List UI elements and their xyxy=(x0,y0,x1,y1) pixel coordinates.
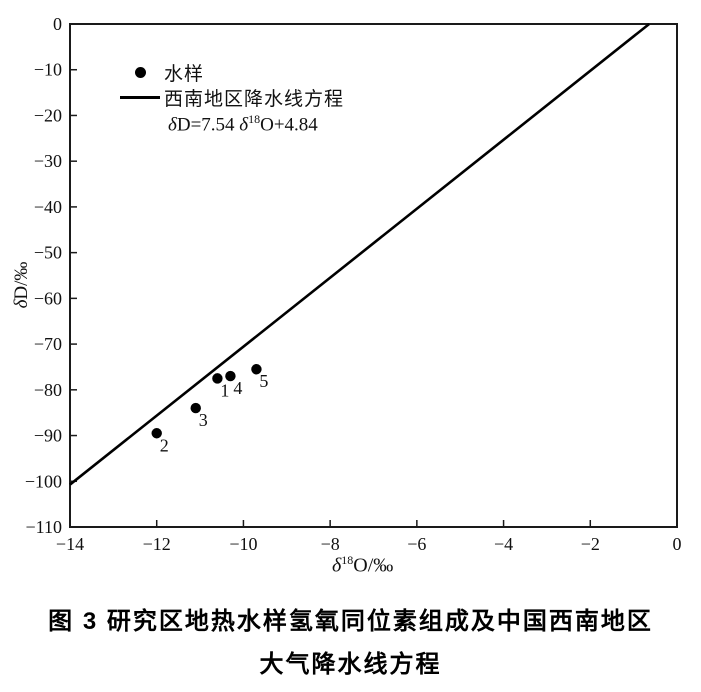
data-point-label: 3 xyxy=(199,410,208,430)
plot-frame xyxy=(69,23,678,528)
data-point-label: 4 xyxy=(233,378,242,398)
y-tick-label: −50 xyxy=(34,243,62,263)
data-point-label: 1 xyxy=(220,380,229,400)
legend-row-line: 西南地区降水线方程 xyxy=(116,85,344,110)
caption-line-1: 图 3 研究区地热水样氢氧同位素组成及中国西南地区 xyxy=(48,608,653,635)
y-tick-label: −20 xyxy=(34,105,62,125)
legend-marker-cell xyxy=(116,96,164,99)
caption-line-2: 大气降水线方程 xyxy=(259,651,442,678)
data-point xyxy=(251,364,262,375)
data-point xyxy=(225,370,236,382)
chart-area: −14 −12 −10 −8 −6 −4 −2 0 0 −10 −20 −30 −40 −50 −60 −70… xyxy=(11,14,682,578)
y-tick-label: −90 xyxy=(34,426,62,446)
data-point xyxy=(151,428,162,439)
y-tick-label: −70 xyxy=(34,334,62,354)
data-point xyxy=(190,402,201,414)
legend-label-sample: 水样 xyxy=(164,64,205,85)
y-tick-label: −80 xyxy=(34,380,62,400)
legend-row-sample: 水样 xyxy=(116,60,344,85)
delta-symbol: δ xyxy=(332,554,342,577)
precipitation-line xyxy=(69,22,650,486)
y-tick-label: −40 xyxy=(34,197,62,217)
x-tick-label: −12 xyxy=(143,534,171,554)
x-tick-label: 0 xyxy=(673,534,682,554)
x-axis-superscript: 18 xyxy=(341,553,354,567)
data-point xyxy=(212,373,223,384)
x-tick-label: −6 xyxy=(407,534,426,554)
legend: 水样 西南地区降水线方程 δD=7.54 δ18O+4.84 xyxy=(116,60,344,136)
x-tick-label: −14 xyxy=(56,534,84,554)
y-tick-label: −60 xyxy=(34,288,62,308)
equation-superscript: 18 xyxy=(248,112,261,126)
x-tick-label: −8 xyxy=(321,534,340,554)
legend-label-line: 西南地区降水线方程 xyxy=(164,89,345,110)
scatter-plot: −14 −12 −10 −8 −6 −4 −2 00−10−20−30−40−50−60−70… xyxy=(25,14,682,554)
y-tick-label: −10 xyxy=(34,60,62,80)
sample-dot-icon xyxy=(134,67,146,78)
x-axis-title: δ18O/‰ xyxy=(332,553,393,578)
delta-symbol: δ xyxy=(11,299,32,309)
data-point-label: 5 xyxy=(259,371,268,391)
x-tick-label: −10 xyxy=(229,534,257,554)
y-tick-label: 0 xyxy=(53,14,62,34)
x-tick-label: −4 xyxy=(494,534,513,554)
legend-equation: δD=7.54 δ18O+4.84 xyxy=(168,112,344,136)
y-tick-label: −110 xyxy=(26,517,62,537)
y-axis-title-text: D/‰ xyxy=(11,261,32,300)
legend-marker-cell xyxy=(116,67,164,78)
equation-text: D=7.54 xyxy=(176,114,240,136)
equation-text: O+4.84 xyxy=(260,114,318,136)
line-swatch-icon xyxy=(120,96,160,99)
delta-symbol: δ xyxy=(168,114,177,136)
figure-caption: 图 3 研究区地热水样氢氧同位素组成及中国西南地区 大气降水线方程 xyxy=(0,600,701,686)
delta-symbol: δ xyxy=(239,114,249,136)
y-axis-title: δD/‰ xyxy=(11,235,33,335)
data-point-label: 2 xyxy=(160,435,169,455)
y-tick-label: −30 xyxy=(34,151,62,171)
y-tick-label: −100 xyxy=(25,471,62,491)
x-axis-title-text: O/‰ xyxy=(353,554,394,577)
x-tick-label: −2 xyxy=(581,534,600,554)
